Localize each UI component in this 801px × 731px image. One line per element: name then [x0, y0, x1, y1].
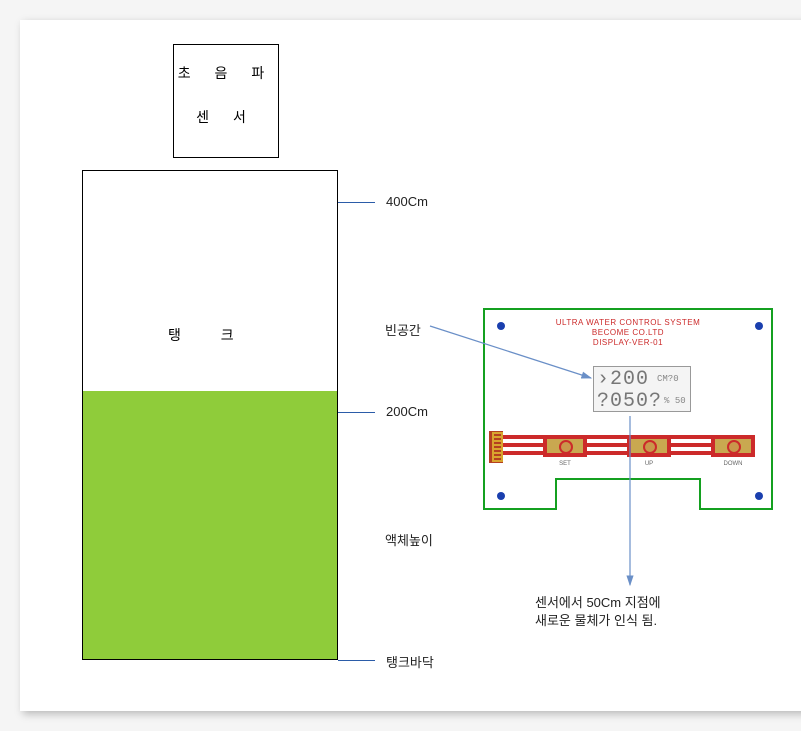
pcb-switch-up[interactable]	[627, 435, 671, 457]
caption-line-2: 새로운 물체가 인식 됨.	[535, 612, 661, 630]
ultrasonic-sensor-box: 초 음 파 센 서	[173, 44, 279, 158]
pcb-mounting-hole	[497, 492, 505, 500]
tick-line	[338, 660, 375, 661]
caption-line-1: 센서에서 50Cm 지점에	[535, 594, 661, 612]
pcb-switch-label: DOWN	[711, 461, 755, 467]
tank-liquid-fill	[83, 391, 337, 659]
diagram-canvas: 초 음 파 센 서 탱 크 400Cm 200Cm 탱크바닥 빈공간 액체높이 UL…	[20, 20, 801, 711]
pcb-trace-area: SET UP DOWN	[503, 425, 753, 470]
pcb-switch-label: UP	[627, 461, 671, 467]
sensor-label-line2: 센 서	[174, 107, 278, 127]
lcd-distance-value: ›200	[597, 369, 655, 391]
sensor-label-line1: 초 음 파	[174, 63, 278, 83]
tick-label: 200Cm	[386, 404, 428, 419]
tank-label: 탱 크	[168, 325, 252, 345]
lcd-row-2: ?050? % 50	[597, 391, 687, 413]
pcb-switch-label: SET	[543, 461, 587, 467]
lcd-display: ›200 CM?0 ?050? % 50	[593, 366, 691, 412]
lcd-distance-unit: CM?0	[657, 375, 679, 385]
pcb-mounting-hole	[497, 322, 505, 330]
pcb-mounting-hole	[755, 492, 763, 500]
pcb-title-1: ULTRA WATER CONTROL SYSTEM	[485, 318, 771, 327]
pcb-bottom-notch	[555, 478, 701, 510]
lcd-row-1: ›200 CM?0	[597, 369, 687, 391]
pcb-title-3: DISPLAY-VER-01	[485, 338, 771, 347]
pcb-switch-set[interactable]	[543, 435, 587, 457]
label-empty-space: 빈공간	[385, 320, 421, 339]
pcb-connector	[489, 431, 503, 463]
pcb-switch-down[interactable]	[711, 435, 755, 457]
lcd-percent-unit: % 50	[664, 397, 686, 407]
tick-line	[338, 412, 375, 413]
display-pcb: ULTRA WATER CONTROL SYSTEM BECOME CO.LTD…	[483, 308, 773, 510]
pcb-title-2: BECOME CO.LTD	[485, 328, 771, 337]
caption-text: 센서에서 50Cm 지점에 새로운 물체가 인식 됨.	[535, 594, 661, 630]
pcb-mounting-hole	[755, 322, 763, 330]
tick-label: 400Cm	[386, 194, 428, 209]
tick-label: 탱크바닥	[386, 652, 434, 671]
tick-line	[338, 202, 375, 203]
label-liquid-height: 액체높이	[385, 530, 433, 549]
lcd-percent-value: ?050?	[597, 391, 662, 413]
tank-outline	[82, 170, 338, 660]
